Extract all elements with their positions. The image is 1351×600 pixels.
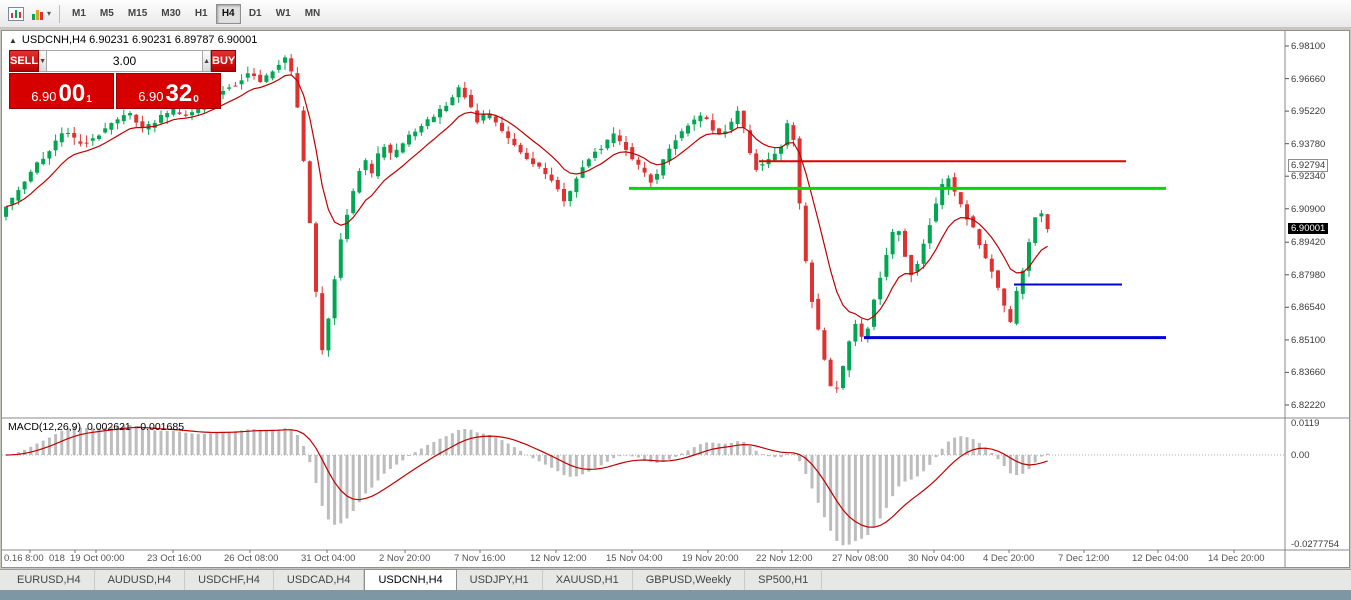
date-axis-label: 19 Oct 00:00 <box>70 553 125 564</box>
date-axis-label: 2 Nov 20:00 <box>379 553 431 564</box>
timeframe-button-M5[interactable]: M5 <box>99 8 114 19</box>
macd-histogram <box>4 425 1050 546</box>
date-axis-label: 0.16 8:00 <box>4 553 44 564</box>
chart-window: ▲ USDCNH,H4 6.90231 6.90231 6.89787 6.90… <box>1 30 1350 568</box>
macd-axis-label-top: 0.0119 <box>1291 418 1320 429</box>
price-axis-label: 6.87980 <box>1291 269 1326 281</box>
new-chart-button[interactable] <box>4 3 28 25</box>
macd-axis-label-zero: 0.00 <box>1291 450 1310 461</box>
chart-window-icon <box>8 6 24 21</box>
macd-axis-label-min: -0.0277754 <box>1291 539 1340 550</box>
date-axis-label: 26 Oct 08:00 <box>224 553 279 564</box>
timeframe-button-H1[interactable]: H1 <box>194 8 208 19</box>
timeframe-button-H4[interactable]: H4 <box>215 3 241 24</box>
one-click-trading-panel: SELL ▼ ▲ BUY 6.90 00 1 6.90 32 0 <box>9 50 237 109</box>
macd-indicator-title: MACD(12,26,9) 0.002621 -0.001685 <box>8 421 184 433</box>
price-axis-label: 6.82220 <box>1291 399 1326 411</box>
timeframe-toolbar: M1 M5 M15 M30 H1 H4 D1 W1 MN <box>65 3 327 24</box>
date-axis-label: 15 Nov 04:00 <box>606 553 663 564</box>
price-level-label: 6.92794 <box>1288 158 1329 172</box>
price-axis-label: 6.89420 <box>1291 237 1326 249</box>
date-axis-label: 27 Nov 08:00 <box>832 553 889 564</box>
buy-button[interactable]: BUY <box>211 50 237 72</box>
collapse-trade-panel-icon[interactable]: ▲ <box>9 35 17 45</box>
symbol-tab-USDCNH-H4[interactable]: USDCNH,H4 <box>364 569 457 590</box>
price-axis-label: 6.95220 <box>1291 106 1326 118</box>
timeframe-button-D1[interactable]: D1 <box>248 8 262 19</box>
buy-price-display[interactable]: 6.90 32 0 <box>116 73 221 109</box>
date-axis-label: 14 Dec 20:00 <box>1208 553 1265 564</box>
date-axis-label: 018 <box>49 553 65 564</box>
volume-decrease-button[interactable]: ▼ <box>39 50 48 72</box>
date-axis-label: 30 Nov 04:00 <box>908 553 965 564</box>
date-axis-label: 23 Oct 16:00 <box>147 553 202 564</box>
chart-ohlc-title: ▲ USDCNH,H4 6.90231 6.90231 6.89787 6.90… <box>9 34 257 46</box>
date-axis-label: 12 Nov 12:00 <box>530 553 587 564</box>
buy-price-sup: 0 <box>193 94 199 105</box>
macd-label: MACD(12,26,9) <box>8 421 81 433</box>
date-axis-label: 7 Nov 16:00 <box>454 553 506 564</box>
sell-price-display[interactable]: 6.90 00 1 <box>9 73 114 109</box>
macd-value-main: 0.002621 <box>86 421 131 433</box>
price-axis-label: 6.85100 <box>1291 334 1326 346</box>
symbol-tab-AUDUSD-H4[interactable]: AUDUSD,H4 <box>95 570 186 590</box>
symbol-tab-USDCHF-H4[interactable]: USDCHF,H4 <box>185 570 274 590</box>
price-axis-label: 6.90900 <box>1291 203 1326 215</box>
symbol-tab-SP500-H1[interactable]: SP500,H1 <box>745 570 823 590</box>
timeframe-button-M15[interactable]: M15 <box>127 8 148 19</box>
volume-increase-button[interactable]: ▲ <box>203 50 211 72</box>
top-toolbar: ▾ M1 M5 M15 M30 H1 H4 D1 W1 MN <box>0 0 1351 28</box>
volume-input[interactable] <box>47 50 204 72</box>
date-axis-label: 12 Dec 04:00 <box>1132 553 1189 564</box>
date-axis-label: 4 Dec 20:00 <box>983 553 1035 564</box>
ohlc-text: USDCNH,H4 6.90231 6.90231 6.89787 6.9000… <box>21 34 258 46</box>
price-axis-label: 6.98100 <box>1291 41 1326 52</box>
date-axis-label: 7 Dec 12:00 <box>1058 553 1110 564</box>
chart-template-button[interactable]: ▾ <box>29 3 53 25</box>
sell-price-big: 00 <box>58 80 86 108</box>
symbol-tab-EURUSD-H4[interactable]: EURUSD,H4 <box>4 570 95 590</box>
buy-price-big: 32 <box>165 80 193 108</box>
candles <box>4 54 1050 393</box>
price-axis-label: 6.86540 <box>1291 302 1326 314</box>
macd-signal-line <box>5 426 1048 528</box>
status-bar <box>0 590 1351 600</box>
timeframe-button-MN[interactable]: MN <box>304 8 321 19</box>
timeframe-button-M1[interactable]: M1 <box>72 8 86 19</box>
symbol-tab-XAUUSD-H1[interactable]: XAUUSD,H1 <box>543 570 633 590</box>
buy-price-main: 6.90 <box>138 89 164 104</box>
symbol-tab-USDCAD-H4[interactable]: USDCAD,H4 <box>274 570 365 590</box>
price-axis-label: 6.96660 <box>1291 73 1326 85</box>
price-axis-label: 6.92340 <box>1291 171 1326 183</box>
moving-average-line <box>5 74 1048 321</box>
symbol-tab-GBPUSD-Weekly[interactable]: GBPUSD,Weekly <box>633 570 746 590</box>
timeframe-button-W1[interactable]: W1 <box>275 8 291 19</box>
toolbar-separator <box>59 4 60 23</box>
symbol-tab-USDJPY-H1[interactable]: USDJPY,H1 <box>457 570 543 590</box>
caret-down-icon: ▾ <box>46 9 51 18</box>
sell-button[interactable]: SELL <box>9 50 40 72</box>
date-axis-label: 31 Oct 04:00 <box>301 553 356 564</box>
symbol-tab-bar: EURUSD,H4 AUDUSD,H4 USDCHF,H4 USDCAD,H4 USDC… <box>0 569 1351 590</box>
timeframe-button-M30[interactable]: M30 <box>161 8 181 19</box>
price-axis-label: 6.83660 <box>1291 367 1326 379</box>
chart-canvas[interactable] <box>2 31 1349 567</box>
date-axis-label: 19 Nov 20:00 <box>682 553 739 564</box>
sell-price-main: 6.90 <box>31 89 57 104</box>
date-axis-label: 22 Nov 12:00 <box>756 553 813 564</box>
sell-price-sup: 1 <box>86 94 92 105</box>
price-axis-label: 6.93780 <box>1291 138 1326 150</box>
current-price-badge: 6.90001 <box>1288 223 1329 235</box>
template-icon <box>31 9 43 20</box>
macd-value-signal: -0.001685 <box>136 421 185 433</box>
